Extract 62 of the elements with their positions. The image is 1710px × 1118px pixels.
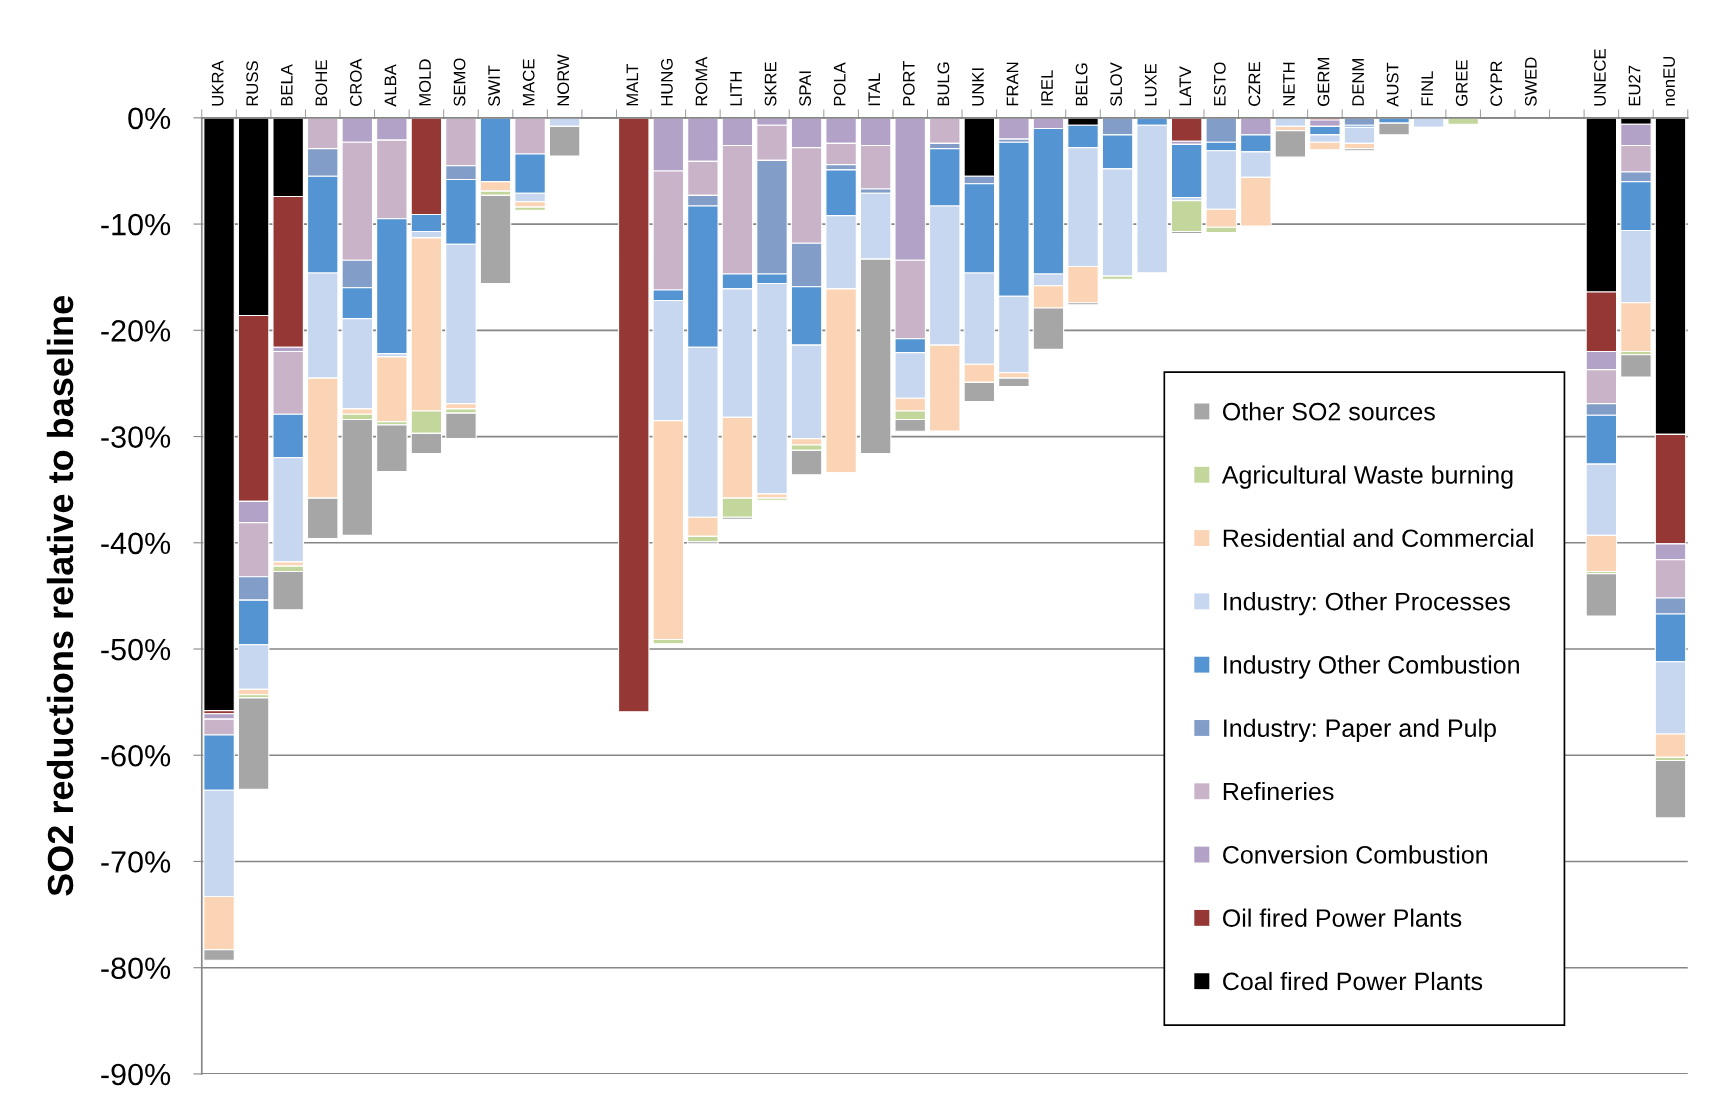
x-tick-label: AUST: [1386, 62, 1399, 107]
x-tick-label: nonEU: [1663, 57, 1675, 106]
x-tick-label: SEMO: [453, 58, 466, 106]
x-tick-label: DENM: [1352, 59, 1364, 106]
x-tick-label: CROA: [349, 58, 362, 106]
x-tick-label: LATV: [1179, 66, 1191, 106]
y-tick-label: -20%: [101, 320, 171, 342]
x-tick-label: SWIT: [488, 65, 500, 106]
x-tick-label: UNECE: [1594, 49, 1606, 106]
x-tick-label: SWED: [1524, 57, 1537, 106]
x-tick-label: MALT: [626, 63, 639, 106]
x-tick-label: PORT: [902, 61, 915, 106]
x-tick-label: MACE: [522, 59, 535, 106]
x-tick-label: BELA: [281, 64, 293, 106]
x-tick-label: FRAN: [1006, 62, 1019, 106]
x-tick-label: EU27: [1628, 65, 1641, 106]
legend-label: Refineries: [1223, 781, 1334, 801]
legend-label: Agricultural Waste burning: [1221, 465, 1513, 489]
x-tick-label: ITAL: [868, 73, 880, 106]
x-tick-label: BOHE: [315, 60, 328, 106]
x-tick-label: LUXE: [1144, 63, 1157, 106]
x-tick-label: GREE: [1455, 60, 1468, 106]
x-tick-label: NORW: [557, 54, 570, 106]
legend-label: Industry: Other Processes: [1224, 592, 1510, 616]
x-tick-label: POLA: [833, 62, 846, 106]
y-tick-label: -50%: [101, 638, 171, 661]
y-tick-label: -80%: [101, 957, 171, 980]
x-tick-label: UNKI: [972, 68, 984, 106]
x-tick-label: UKRA: [211, 60, 224, 106]
x-tick-label: GERM: [1317, 58, 1330, 106]
x-tick-label: HUNG: [660, 58, 673, 106]
y-tick-label: 0%: [128, 107, 171, 130]
x-tick-label: ROMA: [695, 56, 708, 106]
legend-label: Other SO2 sources: [1223, 402, 1435, 421]
legend-label: Industry: Paper and Pulp: [1224, 718, 1496, 742]
x-tick-label: FINL: [1421, 71, 1433, 106]
legend-label: Oil fired Power Plants: [1223, 908, 1462, 927]
legend-label: Conversion Combustion: [1223, 845, 1487, 864]
x-tick-label: SLOV: [1110, 62, 1123, 106]
x-tick-label: IREL: [1041, 70, 1053, 106]
x-tick-label: LITH: [730, 71, 742, 106]
x-tick-label: CYPR: [1490, 61, 1503, 106]
x-tick-label: ESTO: [1213, 62, 1226, 106]
y-tick-label: -10%: [101, 213, 171, 236]
x-tick-label: BULG: [937, 62, 950, 106]
x-tick-label: CZRE: [1248, 62, 1261, 106]
legend-label: Coal fired Power Plants: [1223, 971, 1483, 991]
y-tick-label: -30%: [101, 426, 171, 448]
y-tick-label: -70%: [101, 851, 171, 873]
x-tick-label: RUSS: [246, 61, 259, 106]
y-tick-label: -40%: [101, 532, 171, 555]
x-tick-label: BELG: [1075, 63, 1088, 106]
x-tick-label: NETH: [1283, 62, 1295, 106]
x-tick-label: MOLD: [419, 59, 431, 106]
x-tick-label: SKRE: [764, 62, 777, 106]
y-tick-label: -90%: [101, 1063, 171, 1086]
x-tick-label: ALBA: [384, 64, 397, 107]
legend-label: Residential and Commercial: [1223, 528, 1533, 548]
x-tick-label: SPAI: [799, 71, 812, 106]
y-axis-title: SO2 reductions relative to baseline: [46, 296, 74, 896]
y-tick-label: -60%: [101, 744, 171, 767]
legend-label: Industry Other Combustion: [1224, 655, 1519, 679]
